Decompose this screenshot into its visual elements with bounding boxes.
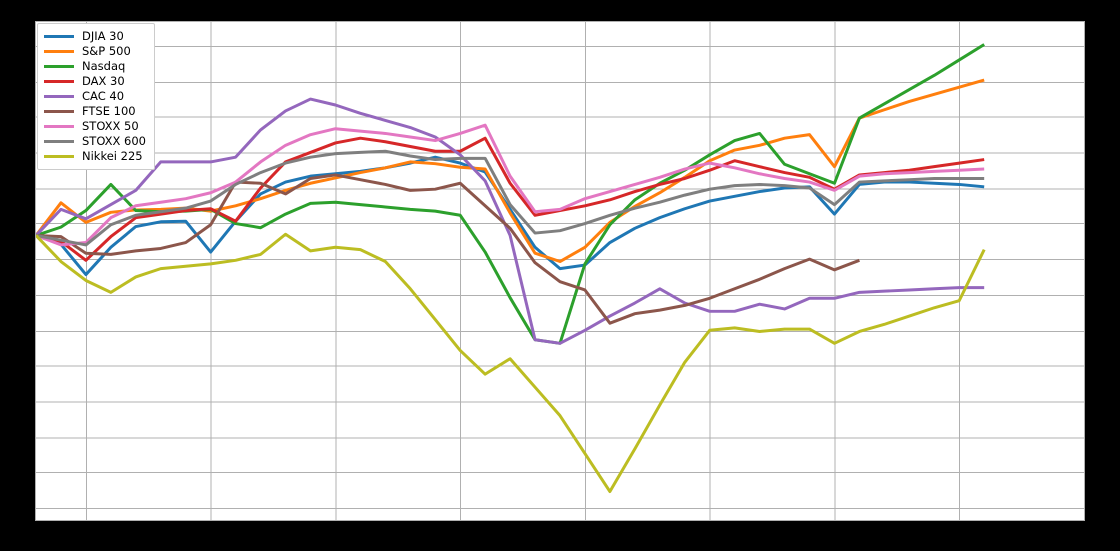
horizontal-gridlines xyxy=(36,45,1084,510)
series-line xyxy=(36,123,985,247)
legend-label: DJIA 30 xyxy=(82,29,124,43)
legend-swatch-icon xyxy=(44,155,74,158)
vertical-gridlines xyxy=(85,22,961,520)
series-line xyxy=(36,149,985,247)
legend-item-djia-30[interactable]: DJIA 30 xyxy=(44,29,146,44)
legend-label: FTSE 100 xyxy=(82,104,136,118)
line-chart-svg xyxy=(36,22,1084,520)
legend-swatch-icon xyxy=(44,140,74,143)
series-line xyxy=(36,136,985,262)
legend-item-dax-30[interactable]: DAX 30 xyxy=(44,74,146,89)
plot-area xyxy=(35,21,1085,521)
legend-swatch-icon xyxy=(44,50,74,53)
legend-label: S&P 500 xyxy=(82,44,131,58)
legend-label: DAX 30 xyxy=(82,74,125,88)
legend-item-ftse-100[interactable]: FTSE 100 xyxy=(44,104,146,119)
series-line xyxy=(36,155,985,277)
series-line xyxy=(36,43,985,345)
legend-item-nasdaq[interactable]: Nasdaq xyxy=(44,59,146,74)
legend-label: STOXX 50 xyxy=(82,119,139,133)
series-line xyxy=(36,97,985,345)
legend-swatch-icon xyxy=(44,125,74,128)
legend-swatch-icon xyxy=(44,65,74,68)
series-line xyxy=(36,173,860,325)
legend-label: Nikkei 225 xyxy=(82,149,143,163)
legend-item-stoxx-600[interactable]: STOXX 600 xyxy=(44,134,146,149)
legend-swatch-icon xyxy=(44,95,74,98)
chart-legend: DJIA 30 S&P 500 Nasdaq DAX 30 CAC 40 FTS… xyxy=(37,23,156,170)
legend-swatch-icon xyxy=(44,80,74,83)
legend-label: CAC 40 xyxy=(82,89,125,103)
legend-swatch-icon xyxy=(44,35,74,38)
legend-item-stoxx-50[interactable]: STOXX 50 xyxy=(44,119,146,134)
legend-label: STOXX 600 xyxy=(82,134,147,148)
legend-item-nikkei-225[interactable]: Nikkei 225 xyxy=(44,149,146,164)
legend-item-sp-500[interactable]: S&P 500 xyxy=(44,44,146,59)
legend-item-cac-40[interactable]: CAC 40 xyxy=(44,89,146,104)
series-line xyxy=(36,232,986,494)
series-lines xyxy=(36,43,986,494)
legend-label: Nasdaq xyxy=(82,59,126,73)
legend-swatch-icon xyxy=(44,110,74,113)
